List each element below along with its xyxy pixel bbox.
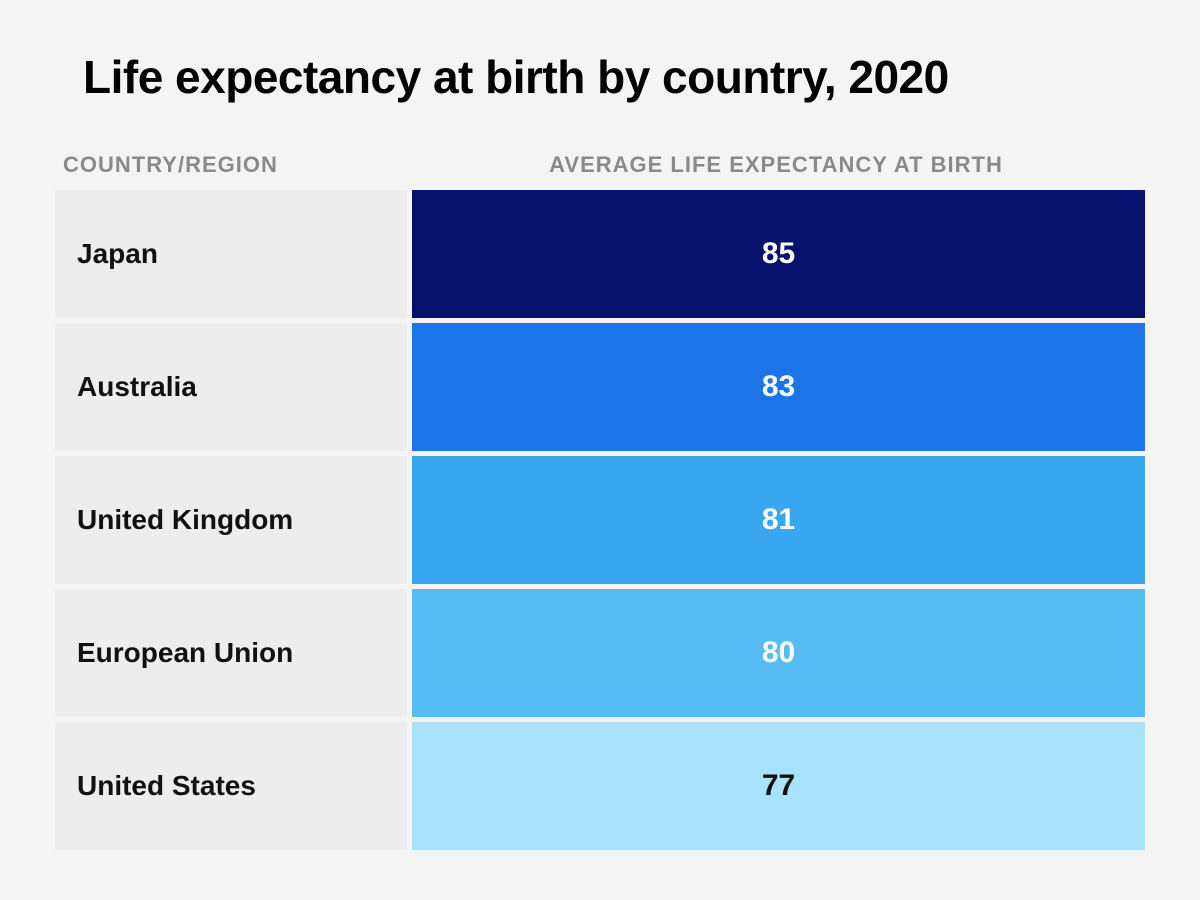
value-cell: 85 <box>412 190 1145 318</box>
life-expectancy-table: COUNTRY/REGION AVERAGE LIFE EXPECTANCY A… <box>55 152 1145 850</box>
country-cell: Japan <box>55 190 407 318</box>
table-row: Australia 83 <box>55 323 1145 451</box>
value-cell: 83 <box>412 323 1145 451</box>
table-row: European Union 80 <box>55 589 1145 717</box>
country-cell: United Kingdom <box>55 456 407 584</box>
country-cell: Australia <box>55 323 407 451</box>
header-value: AVERAGE LIFE EXPECTANCY AT BIRTH <box>407 152 1145 178</box>
table-row: Japan 85 <box>55 190 1145 318</box>
country-cell: European Union <box>55 589 407 717</box>
country-cell: United States <box>55 722 407 850</box>
value-cell: 80 <box>412 589 1145 717</box>
chart-title: Life expectancy at birth by country, 202… <box>83 50 1145 104</box>
value-cell: 81 <box>412 456 1145 584</box>
table-row: United States 77 <box>55 722 1145 850</box>
table-header-row: COUNTRY/REGION AVERAGE LIFE EXPECTANCY A… <box>55 152 1145 178</box>
table-row: United Kingdom 81 <box>55 456 1145 584</box>
value-cell: 77 <box>412 722 1145 850</box>
header-country: COUNTRY/REGION <box>55 152 407 178</box>
